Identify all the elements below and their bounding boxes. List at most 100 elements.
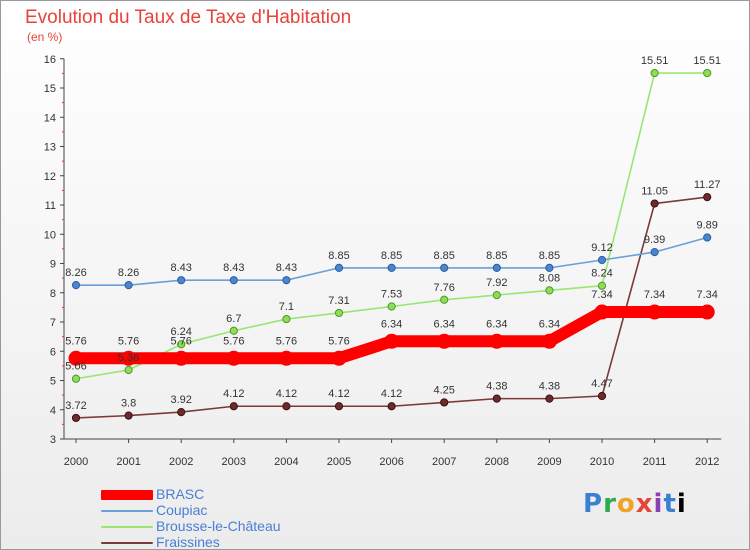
y-tick-label: 3: [50, 434, 56, 446]
legend-swatch-fraissines: [101, 542, 153, 544]
data-point-brasc: [331, 350, 347, 366]
data-label-brasc: 7.34: [696, 289, 717, 301]
data-point-coupiac: [597, 255, 607, 265]
data-label-coupiac: 8.85: [433, 250, 454, 262]
data-point-brousse: [650, 68, 659, 78]
data-label-brousse: 7.1: [279, 301, 294, 313]
x-tick-label: 2008: [485, 456, 509, 468]
data-label-brasc: 7.34: [591, 289, 612, 301]
chart-subtitle: (en %): [27, 30, 63, 44]
data-label-fraissines: 11.27: [694, 179, 721, 191]
x-tick-label: 2001: [116, 456, 140, 468]
data-point-coupiac: [703, 233, 712, 242]
data-point-fraissines: [440, 398, 449, 407]
legend-swatch-coupiac: [101, 510, 153, 512]
data-label-coupiac: 8.43: [170, 262, 191, 274]
data-label-brousse: 15.51: [641, 55, 669, 67]
data-point-fraissines: [492, 394, 501, 403]
data-label-brousse: 7.53: [381, 288, 402, 300]
data-point-fraissines: [334, 402, 344, 411]
data-label-brasc: 5.76: [328, 335, 349, 347]
data-point-brousse: [703, 68, 712, 78]
data-label-brasc: 6.34: [539, 318, 560, 330]
data-point-coupiac: [492, 263, 501, 272]
data-point-coupiac: [124, 281, 133, 290]
data-label-brasc: 5.76: [118, 335, 139, 347]
y-tick-label: 12: [44, 171, 56, 183]
data-point-brasc: [594, 304, 610, 320]
data-label-coupiac: 8.26: [118, 267, 139, 279]
y-tick-label: 11: [45, 200, 56, 212]
data-label-fraissines: 3.92: [170, 394, 191, 406]
data-label-coupiac: 9.39: [644, 234, 665, 246]
data-point-fraissines: [124, 411, 133, 420]
legend-label-coupiac: Coupiac: [156, 502, 208, 518]
data-point-brousse: [387, 302, 396, 311]
data-label-fraissines: 3.72: [65, 400, 86, 412]
data-label-fraissines: 3.8: [121, 398, 136, 410]
data-label-fraissines: 4.38: [486, 381, 507, 393]
data-label-brousse: 5.36: [118, 352, 139, 364]
data-label-coupiac: 9.12: [591, 242, 612, 254]
data-point-coupiac: [387, 263, 396, 272]
x-tick-label: 2012: [695, 456, 719, 468]
data-label-brasc: 5.76: [170, 335, 191, 347]
data-label-coupiac: 8.85: [328, 250, 349, 262]
data-point-brousse: [545, 286, 554, 295]
data-label-fraissines: 4.25: [433, 384, 454, 396]
data-label-fraissines: 4.12: [276, 388, 297, 400]
data-point-fraissines: [703, 193, 712, 202]
data-label-brasc: 5.76: [276, 335, 297, 347]
x-tick-label: 2000: [64, 456, 88, 468]
y-tick-label: 14: [44, 112, 56, 124]
data-point-brousse: [440, 295, 449, 304]
data-label-brousse: 7.92: [486, 277, 507, 289]
data-point-coupiac: [650, 247, 659, 257]
data-label-fraissines: 4.38: [539, 381, 560, 393]
data-label-brousse: 5.06: [65, 361, 86, 373]
legend-swatch-brasc: [101, 490, 153, 500]
data-label-brasc: 6.34: [433, 318, 454, 330]
data-label-brousse: 6.24: [170, 326, 191, 338]
data-label-brousse: 8.08: [539, 272, 560, 284]
data-point-fraissines: [177, 407, 186, 417]
data-point-coupiac: [282, 276, 291, 285]
data-point-brasc: [699, 304, 715, 320]
data-label-brousse: 8.24: [591, 268, 612, 280]
data-point-brasc: [647, 304, 663, 320]
data-point-brasc: [384, 333, 400, 349]
data-label-fraissines: 4.47: [591, 378, 612, 390]
data-point-coupiac: [334, 263, 344, 272]
x-tick-label: 2006: [379, 456, 403, 468]
data-label-fraissines: 4.12: [223, 388, 244, 400]
data-point-brasc: [541, 333, 557, 349]
y-tick-label: 15: [44, 83, 56, 95]
legend-swatch-brousse: [101, 526, 153, 528]
data-point-brousse: [229, 326, 238, 335]
data-point-brousse: [124, 365, 133, 375]
data-point-brasc: [173, 350, 189, 366]
data-point-coupiac: [229, 276, 238, 285]
data-label-brousse: 7.76: [433, 282, 454, 294]
data-point-brousse: [71, 374, 81, 383]
x-tick-label: 2010: [590, 456, 614, 468]
data-point-brasc: [436, 333, 452, 349]
x-tick-label: 2003: [222, 456, 246, 468]
data-point-brasc: [68, 350, 84, 366]
legend-label-fraissines: Fraissines: [156, 534, 220, 550]
data-label-coupiac: 8.85: [486, 250, 507, 262]
data-label-coupiac: 8.43: [276, 262, 297, 274]
y-tick-label: 7: [50, 317, 56, 329]
y-tick-label: 4: [50, 405, 56, 417]
data-point-fraissines: [229, 402, 238, 411]
y-tick-label: 13: [44, 142, 56, 154]
data-label-coupiac: 8.85: [381, 250, 402, 262]
x-tick-label: 2009: [537, 456, 561, 468]
x-tick-label: 2011: [643, 456, 667, 468]
data-point-coupiac: [545, 263, 554, 272]
chart-title: Evolution du Taux de Taxe d'Habitation: [25, 7, 352, 28]
data-label-fraissines: 4.12: [381, 388, 402, 400]
x-tick-label: 2007: [432, 456, 456, 468]
data-point-brasc: [489, 333, 505, 349]
